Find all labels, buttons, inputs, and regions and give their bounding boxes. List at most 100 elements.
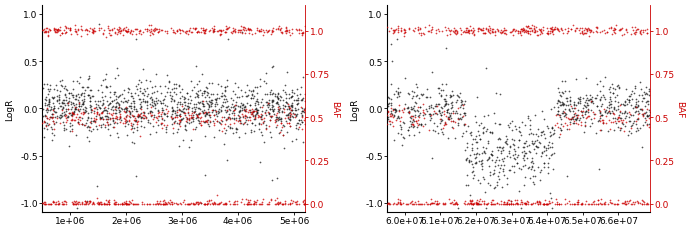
Point [235,119,246,123]
Point [53,116,64,119]
Point [535,134,546,137]
Point [634,81,645,85]
Point [608,30,619,34]
Point [220,31,231,35]
Point [199,202,210,206]
Point [607,83,618,87]
Point [70,202,81,206]
Point [426,201,437,205]
Point [413,124,424,127]
Point [159,202,170,206]
Point [524,144,535,147]
Point [486,198,497,202]
Point [290,137,302,141]
Point [640,105,651,108]
Point [89,100,100,103]
Point [63,97,75,101]
Point [188,110,199,114]
Point [73,96,84,99]
Point [580,202,591,206]
Point [470,160,481,164]
Point [500,202,511,206]
Point [266,198,277,202]
Point [214,29,225,33]
Point [175,103,186,107]
Point [255,123,266,126]
Point [618,103,629,107]
Point [504,122,515,125]
Point [473,200,484,203]
Point [493,137,504,140]
Point [147,97,158,101]
Point [125,105,136,109]
Point [145,96,156,100]
Point [562,117,573,121]
Point [383,103,394,107]
Point [180,116,191,120]
Point [508,148,519,152]
Point [488,172,499,176]
Point [239,26,250,30]
Point [168,127,179,130]
Point [292,103,303,107]
Point [172,202,183,206]
Point [578,29,589,33]
Point [108,126,119,129]
Point [541,202,552,206]
Point [439,124,450,128]
Point [515,33,526,37]
Point [449,29,460,33]
Point [110,105,121,109]
Point [466,202,477,206]
Point [462,30,473,34]
Point [111,202,122,206]
Point [115,30,126,34]
Point [466,206,477,210]
Point [533,202,544,206]
Point [589,202,600,206]
Point [119,118,130,122]
Point [195,108,206,112]
Point [243,109,254,113]
Point [67,118,78,122]
Point [547,33,558,36]
Point [613,202,624,206]
Point [575,202,586,206]
Point [504,169,515,173]
Point [87,95,98,99]
Point [46,105,57,109]
Point [539,132,550,136]
Point [620,200,631,203]
Point [103,202,114,206]
Point [73,121,84,125]
Point [162,32,173,36]
Point [72,28,83,32]
Point [508,28,519,32]
Point [68,110,79,113]
Point [72,206,83,210]
Point [412,122,423,126]
Point [141,106,152,110]
Point [45,83,56,87]
Point [633,117,644,121]
Point [148,105,159,108]
Point [97,118,108,122]
Point [272,97,283,100]
Point [70,108,81,112]
Point [424,30,435,34]
Point [615,109,626,113]
Point [437,83,448,86]
Point [77,103,88,106]
Point [640,101,651,105]
Point [237,122,248,126]
Point [194,201,205,204]
Point [67,202,78,206]
Point [207,109,218,112]
Point [201,111,213,115]
Point [573,200,584,204]
Point [446,89,457,93]
Point [264,107,275,111]
Point [186,80,197,84]
Point [460,114,471,117]
Point [452,94,463,97]
